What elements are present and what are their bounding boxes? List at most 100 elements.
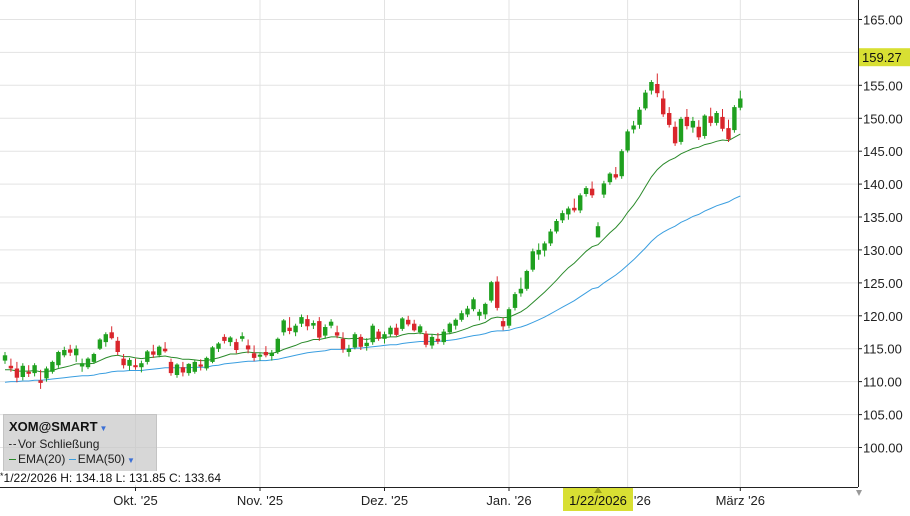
candle [548, 228, 553, 246]
candle [667, 107, 672, 128]
candle-body [216, 343, 221, 349]
candle [240, 332, 245, 342]
candle-body [352, 334, 358, 348]
candle [583, 186, 589, 197]
ema20-swatch-icon [9, 459, 16, 461]
candle [151, 344, 156, 358]
candle-body [631, 125, 636, 130]
candle [388, 325, 393, 337]
candle-body [145, 351, 150, 362]
candle [708, 107, 713, 127]
symbol-dropdown-icon[interactable]: ▼ [99, 424, 108, 433]
candle-body [548, 231, 553, 244]
candle [109, 326, 114, 340]
candle [661, 90, 666, 117]
candle [536, 243, 541, 260]
candle-body [192, 361, 197, 372]
candle-body [210, 347, 215, 362]
candle-body [234, 342, 239, 350]
candle-body [708, 116, 713, 123]
candle [429, 334, 435, 349]
candle-body [275, 338, 280, 352]
candle [216, 342, 221, 352]
candle-body [38, 380, 43, 383]
prev-close-label: Vor Schließung [18, 437, 100, 451]
candle [394, 323, 399, 337]
candle-body [578, 195, 583, 211]
x-tick-label: Jan. '26 [486, 493, 531, 508]
candle [483, 302, 488, 320]
candle [269, 350, 274, 361]
y-tick-label: 130.00 [863, 243, 903, 258]
candle-body [465, 308, 470, 315]
candle-body [667, 113, 672, 125]
candle-body [340, 338, 346, 350]
candle-body [406, 319, 411, 325]
prev-close-row[interactable]: Vor Schließung [9, 437, 151, 452]
candle [198, 359, 203, 371]
candle [524, 269, 529, 291]
candle [643, 89, 648, 111]
candle [56, 350, 61, 368]
y-axis-background [858, 0, 910, 511]
candle-body [358, 336, 363, 347]
ohlc-readout-row: *1/22/2026 H: 134.18 L: 131.85 C: 133.64 [0, 471, 224, 485]
candle-body [530, 251, 535, 270]
candle-body [8, 365, 14, 369]
candle [115, 336, 120, 356]
candle-body [376, 331, 381, 339]
candle [38, 369, 43, 389]
candle [572, 198, 577, 213]
ema-row[interactable]: EMA(20) EMA(50) ▼ [9, 452, 151, 468]
candle-body [447, 323, 452, 333]
candle [20, 363, 25, 381]
candle [257, 352, 263, 361]
candle-body [127, 359, 132, 366]
candle-body [732, 107, 737, 131]
symbol-row[interactable]: XOM@SMART ▼ [9, 418, 151, 437]
candle-body [477, 311, 482, 316]
candle [400, 317, 405, 331]
candle-body [607, 173, 613, 183]
candle-body [44, 368, 49, 379]
candle [97, 338, 103, 350]
candle [234, 338, 239, 354]
y-axis: 100.00 105.00 110.00 115.00 120.00 125.00 130.… [858, 0, 910, 511]
candle-body [56, 352, 61, 366]
candle-body [613, 174, 618, 178]
candle-body [62, 350, 67, 356]
candle-body [103, 334, 108, 343]
candle-body [14, 368, 20, 378]
ema50-line [4, 195, 741, 383]
candle-body [619, 151, 624, 177]
ema-dropdown-icon[interactable]: ▼ [127, 456, 135, 465]
candle [222, 334, 227, 344]
candle-body [251, 353, 257, 358]
y-tick-label: 145.00 [863, 144, 903, 159]
candle-body [68, 349, 73, 353]
candle-body [287, 327, 292, 331]
candle [186, 363, 191, 376]
candle [696, 120, 701, 140]
candle-body [346, 348, 352, 352]
candle [465, 305, 470, 318]
candle-body [738, 98, 743, 108]
candle [133, 358, 138, 370]
candle [32, 363, 37, 377]
symbol-label: XOM@SMART [9, 419, 98, 434]
candle-body [245, 345, 251, 350]
x-tick-label: Nov. '25 [237, 493, 283, 508]
last-price-label: 159.27 [862, 50, 902, 65]
candle-body [228, 337, 233, 343]
candle [607, 172, 613, 185]
candle [477, 309, 482, 321]
candle-body [269, 352, 274, 356]
candle-body [554, 221, 559, 232]
candle [412, 319, 417, 332]
candle [157, 345, 162, 358]
candle-body [317, 321, 322, 338]
candle [684, 109, 690, 130]
candle-body [441, 331, 446, 343]
candle [441, 329, 446, 345]
